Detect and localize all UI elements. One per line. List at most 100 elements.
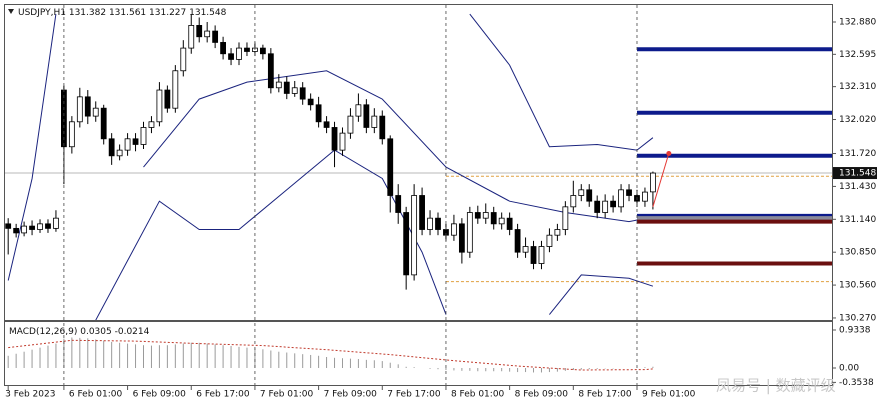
x-tick-label: 9 Feb 01:00: [642, 390, 696, 400]
candle-body: [427, 217, 433, 230]
symbol: USDJPY,H1: [18, 8, 66, 18]
y-tick-label: 130.850: [839, 248, 876, 258]
candle-body: [45, 223, 51, 229]
band-line: [7, 13, 654, 281]
candle-body: [259, 47, 266, 55]
candle-body: [212, 30, 219, 43]
candle-body: [458, 223, 465, 253]
arrow-head: [666, 151, 672, 157]
candle-body: [148, 121, 155, 128]
candle-body: [323, 121, 330, 128]
candle-body: [53, 217, 59, 229]
macd-panel: [7, 337, 654, 373]
signal-value: -0.0214: [115, 327, 150, 337]
y-tick-label: 131.430: [839, 182, 876, 192]
candle-body: [29, 225, 35, 230]
x-tick-label: 6 Feb 09:00: [133, 390, 187, 400]
candle-body: [164, 89, 171, 109]
candle-body: [100, 107, 107, 140]
candle-body: [642, 191, 648, 202]
candle-body: [626, 189, 632, 196]
candle-body: [244, 47, 250, 52]
candle-body: [76, 96, 83, 123]
x-tick-label: 3 Feb 2023: [5, 390, 55, 400]
candle-body: [602, 200, 609, 213]
candle-body: [355, 104, 362, 117]
y-tick-label: 132.020: [839, 115, 876, 125]
price-header: USDJPY,H1 131.382 131.561 131.227 131.54…: [18, 8, 227, 18]
high: 131.561: [109, 8, 146, 18]
candle-body: [618, 189, 624, 208]
candle-body: [650, 172, 656, 193]
y-tick-label: 130.560: [839, 281, 876, 291]
candle-body: [21, 225, 28, 234]
candle-body: [530, 246, 537, 264]
overlay: 132.880 132.595 132.310 132.020 131.720 131.4…: [5, 5, 877, 400]
y-tick-label: 131.140: [839, 215, 876, 225]
candle-body: [339, 132, 346, 151]
candle-body: [204, 30, 211, 38]
candle-body: [228, 53, 234, 60]
candle-body: [435, 217, 441, 230]
candle-body: [482, 212, 489, 219]
candle-body: [363, 104, 370, 128]
candle-body: [379, 115, 386, 140]
candle-body: [196, 25, 203, 38]
y-tick-label: 130.270: [839, 313, 876, 323]
candle-body: [37, 223, 43, 230]
candle-body: [180, 47, 187, 72]
candle-body: [522, 246, 529, 253]
y-tick-label: 0.00: [839, 363, 859, 373]
candle-body: [172, 70, 179, 109]
last-price-label: 131.548: [839, 169, 876, 179]
candle-body: [275, 81, 282, 89]
candle-body: [307, 98, 314, 106]
candle-body: [315, 104, 322, 123]
x-tick-label: 6 Feb 01:00: [69, 390, 123, 400]
candle-body: [84, 96, 91, 117]
candle-body: [156, 89, 163, 123]
price-panel: [5, 13, 832, 320]
open: 131.382: [69, 8, 106, 18]
y-tick-label: 0.9338: [839, 325, 871, 335]
candle-body: [570, 195, 577, 208]
macd-header: MACD(12,26,9) 0.0305 -0.0214: [9, 327, 150, 337]
candle-body: [92, 107, 99, 117]
candle-body: [466, 212, 473, 253]
x-tick-label: 6 Feb 17:00: [196, 390, 250, 400]
candle-body: [299, 87, 306, 100]
candle-body: [387, 138, 394, 196]
y-tick-label: 132.595: [839, 50, 876, 60]
candle-body: [594, 200, 601, 213]
candle-body: [347, 115, 354, 134]
candle-body: [395, 195, 402, 213]
collapse-icon: [8, 9, 14, 14]
x-tick-label: 7 Feb 17:00: [387, 390, 441, 400]
x-tick-label: 8 Feb 17:00: [578, 390, 632, 400]
y-tick-label: 132.310: [839, 82, 876, 92]
candle-body: [291, 87, 298, 94]
candle-body: [490, 212, 497, 225]
macd-title: MACD(12,26,9): [9, 327, 77, 337]
arrow-line: [652, 153, 670, 207]
y-tick-label: 132.880: [839, 18, 876, 28]
x-tick-label: 7 Feb 09:00: [324, 390, 378, 400]
y-tick-label: -0.3538: [839, 378, 874, 388]
candle-body: [371, 115, 378, 128]
candle-body: [220, 42, 226, 55]
candle-body: [610, 200, 617, 208]
last-price-box: [833, 167, 877, 180]
low: 131.227: [149, 8, 186, 18]
y-tick-label: 131.720: [839, 149, 876, 159]
candle-body: [267, 53, 274, 89]
signal-line: [8, 339, 653, 371]
candle-body: [403, 212, 410, 276]
candle-body: [546, 234, 553, 247]
macd-frame: [4, 321, 833, 386]
candle-body: [13, 227, 20, 234]
candle-body: [132, 138, 139, 145]
candle-body: [474, 212, 481, 219]
candle-body: [498, 217, 505, 225]
